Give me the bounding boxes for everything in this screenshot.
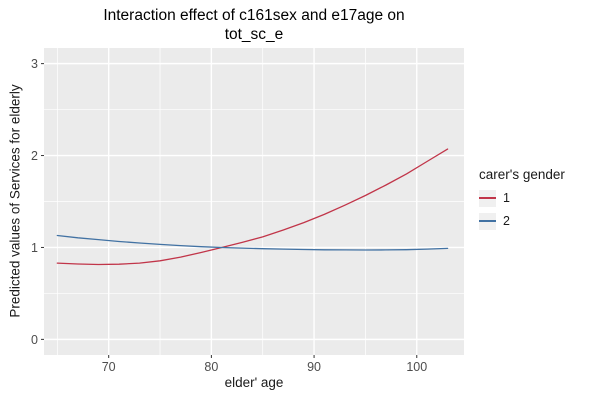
x-tick-label-90: 90 (307, 360, 321, 374)
legend-key-2 (479, 212, 496, 230)
series-line-1 (56, 148, 449, 266)
y-axis-title: Predicted values of Services for elderly (7, 84, 23, 318)
legend-item-2: 2 (479, 212, 565, 230)
y-tick-label-1: 1 (31, 241, 38, 255)
legend: carer's gender 1 2 (479, 167, 565, 235)
x-tick-label-70: 70 (102, 360, 116, 374)
legend-key-1 (479, 189, 496, 207)
plot-title-line2: tot_sc_e (224, 26, 284, 43)
x-tick-label-100: 100 (406, 360, 427, 374)
plot-title-line1: Interaction effect of c161sex and e17age… (103, 7, 405, 24)
legend-title: carer's gender (479, 167, 565, 182)
legend-line-swatch-1 (479, 197, 496, 199)
series-line-2 (56, 234, 449, 251)
y-tick-label-0: 0 (31, 333, 38, 347)
y-tick-label-3: 3 (31, 57, 38, 71)
y-tick-label-2: 2 (31, 149, 38, 163)
legend-label-1: 1 (503, 191, 510, 205)
x-axis-title: elder' age (224, 375, 284, 390)
x-tick-label-80: 80 (204, 360, 218, 374)
legend-label-2: 2 (503, 214, 510, 228)
plot-title: Interaction effect of c161sex and e17age… (44, 6, 464, 44)
legend-line-swatch-2 (479, 220, 496, 222)
legend-item-1: 1 (479, 189, 565, 207)
